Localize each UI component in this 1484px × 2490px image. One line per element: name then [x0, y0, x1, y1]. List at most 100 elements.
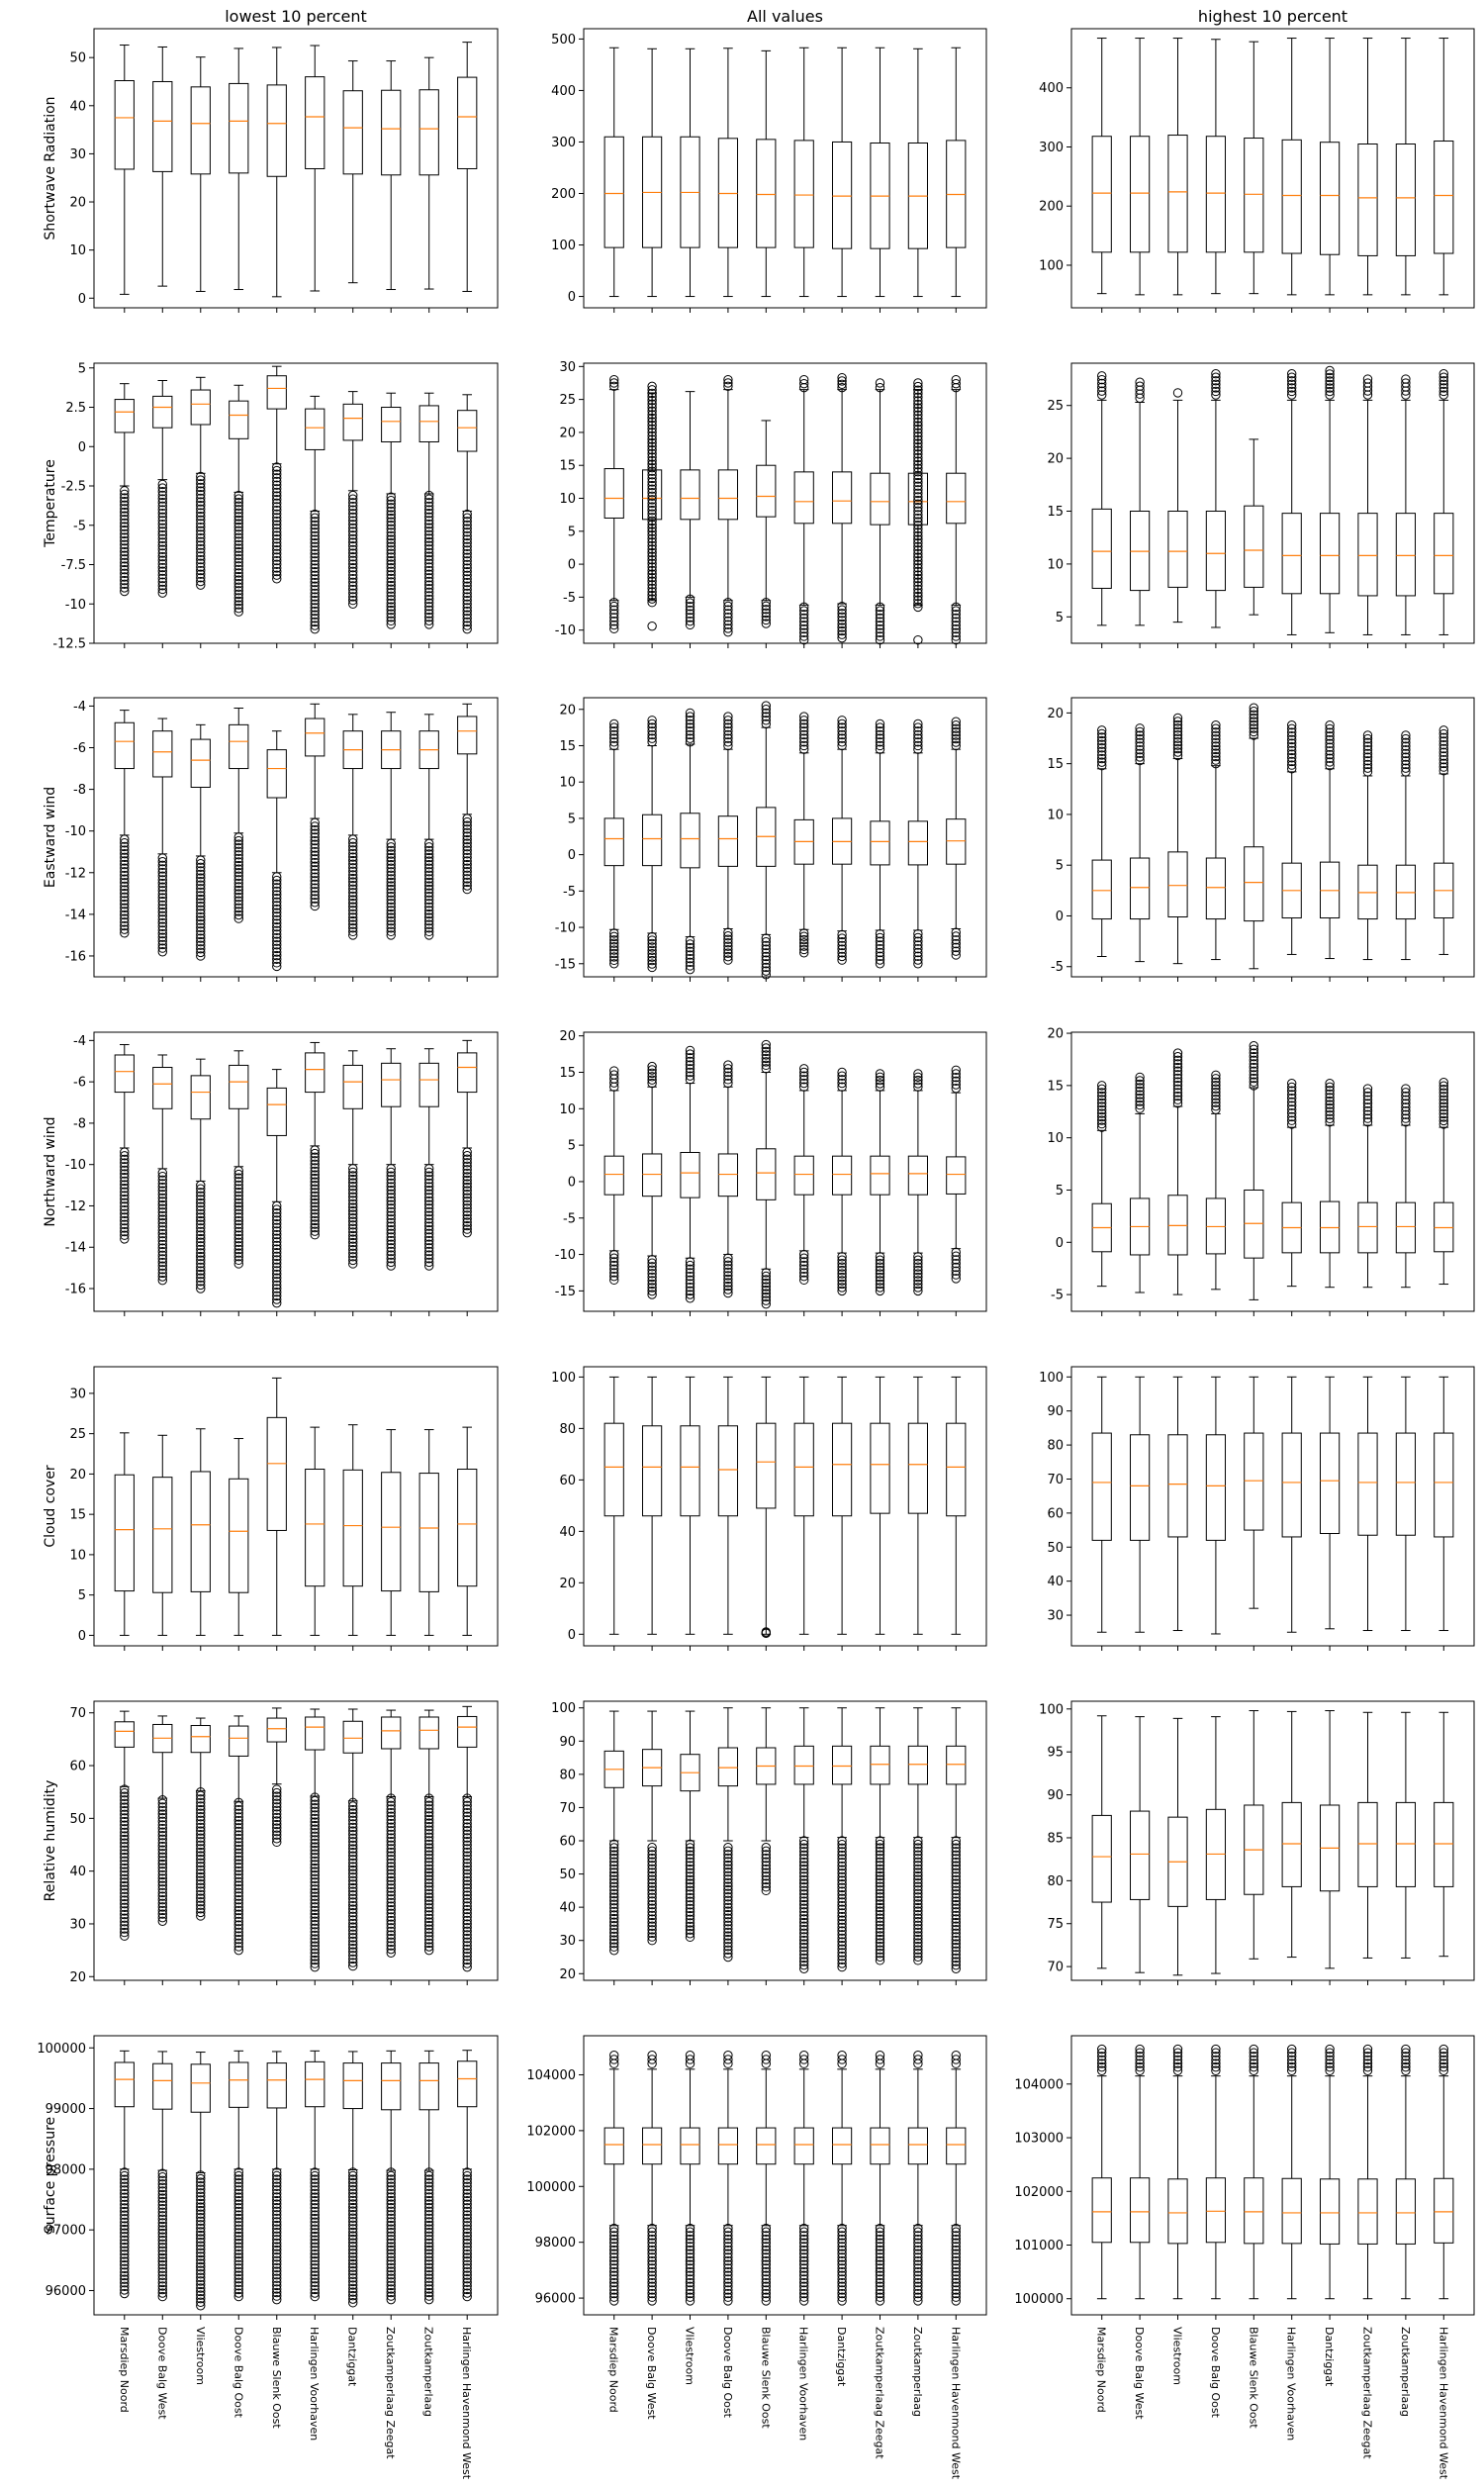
outlier-point [272, 1823, 282, 1833]
box-body [1244, 1432, 1264, 1531]
outlier-point [798, 1950, 809, 1960]
outlier-point [1211, 727, 1221, 737]
outlier-point [310, 513, 320, 523]
outlier-point [386, 919, 396, 929]
outlier-point [1286, 1115, 1297, 1125]
outlier-point [233, 1859, 243, 1868]
outlier-point [462, 1890, 472, 1900]
outlier-point [157, 551, 167, 562]
outlier-point [1135, 748, 1145, 758]
outlier-point [951, 1874, 961, 1885]
outlier-point [310, 621, 320, 630]
outlier-point [761, 612, 772, 622]
y-tick-label: 30 [1047, 1609, 1064, 1624]
box-body [457, 1715, 478, 1748]
y-tick-label: 5 [1056, 859, 1064, 874]
outlier-point [196, 2251, 206, 2261]
outlier-point [837, 1882, 847, 1893]
outlier-point [723, 1843, 733, 1853]
outlier-point [462, 585, 472, 595]
x-category-label: Doove Balg Oost [1209, 2327, 1222, 2419]
outlier-point [310, 1916, 320, 1926]
outlier-point [462, 1868, 472, 1879]
outlier-point [723, 1927, 733, 1938]
outlier-point [913, 548, 923, 559]
outlier-point [1325, 372, 1335, 383]
outlier-point [798, 1928, 809, 1939]
outlier-point [120, 841, 130, 852]
outlier-point [272, 2238, 282, 2249]
outlier-point [1438, 1101, 1448, 1112]
outlier-point [348, 873, 358, 884]
outlier-point [1211, 758, 1221, 769]
outlier-point [913, 2274, 923, 2284]
outlier-point [951, 1843, 961, 1853]
outlier-point [424, 852, 434, 863]
outlier-point [348, 1234, 358, 1244]
outlier-point [386, 1904, 396, 1915]
outlier-point [310, 1884, 320, 1894]
box-body [793, 1745, 814, 1785]
outlier-point [310, 577, 320, 588]
outlier-point [310, 1148, 320, 1159]
plot-frame [93, 1031, 499, 1312]
outlier-point [1362, 2061, 1373, 2072]
outlier-point [348, 1815, 358, 1826]
outlier-point [386, 2266, 396, 2276]
outlier-point [462, 1220, 472, 1231]
outlier-point [837, 1922, 847, 1933]
outlier-point [120, 1867, 130, 1876]
outlier-point [310, 890, 320, 901]
outlier-point [1097, 1104, 1107, 1115]
outlier-point [233, 2221, 243, 2231]
outlier-point [647, 437, 657, 448]
outlier-point [1286, 386, 1297, 397]
outlier-point [1325, 390, 1335, 400]
outlier-point [1286, 723, 1297, 734]
outlier-point [348, 523, 358, 533]
outlier-point [233, 2174, 243, 2184]
outlier-point [1325, 369, 1335, 379]
outlier-point [120, 535, 130, 546]
outlier-point [310, 1184, 320, 1195]
outlier-point [157, 2196, 167, 2207]
outlier-point [310, 2288, 320, 2298]
outlier-point [120, 1824, 130, 1834]
outlier-point [1325, 1113, 1335, 1123]
outlier-point [386, 2224, 396, 2234]
outlier-point [424, 1199, 434, 1209]
outlier-point [609, 1839, 619, 1850]
outlier-point [424, 1878, 434, 1888]
outlier-point [913, 459, 923, 470]
outlier-point [798, 378, 809, 389]
outlier-point [462, 1179, 472, 1189]
outlier-point [272, 1248, 282, 1258]
outlier-point [310, 2277, 320, 2287]
outlier-point [348, 884, 358, 895]
y-tick-label: 400 [1039, 81, 1064, 96]
box-body [266, 1416, 287, 1531]
y-tick-label: 80 [1047, 1874, 1064, 1889]
outlier-point [913, 417, 923, 428]
outlier-point [120, 1895, 130, 1905]
outlier-point [233, 1848, 243, 1859]
y-tick-label: 97000 [46, 2224, 86, 2239]
outlier-point [609, 1910, 619, 1920]
outlier-point [913, 1941, 923, 1952]
outlier-point [196, 529, 206, 539]
y-tick-label: -10 [555, 921, 576, 936]
x-category-label: Harlingen Havenmond West [460, 2327, 473, 2480]
outlier-point [157, 548, 167, 558]
outlier-point [723, 1271, 733, 1281]
box-body [1395, 1801, 1416, 1887]
outlier-point [386, 492, 396, 502]
outlier-point [157, 1841, 167, 1852]
outlier-point [462, 2170, 472, 2181]
outlier-point [157, 523, 167, 533]
box-body [152, 2062, 173, 2110]
outlier-point [647, 403, 657, 413]
plot-frame [1070, 697, 1475, 978]
outlier-point [951, 606, 961, 616]
outlier-point [1097, 386, 1107, 396]
outlier-point [798, 1082, 809, 1092]
